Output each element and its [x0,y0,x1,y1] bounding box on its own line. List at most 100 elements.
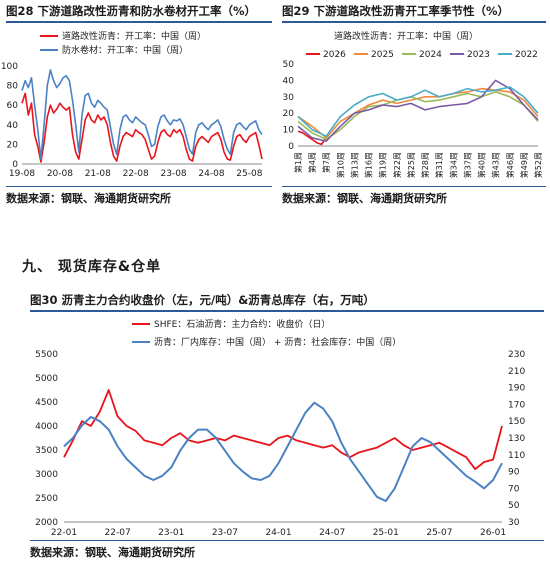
fig28-line-road-asphalt [21,92,263,163]
fig29-x-tick: 第34周 [448,152,458,178]
legend-label-shfe-price: SHFE：石油沥青：主力合约：收盘价（日） [154,318,330,330]
fig29-x-tick: 第46周 [505,152,515,178]
fig29-legend-label-2023: 2023 [467,50,490,60]
fig29-title-rule [282,21,546,23]
fig28-x-tick: 19-08 [9,169,35,179]
fig28-title-rule [6,21,272,23]
fig28-x-tick: 24-08 [198,169,224,179]
fig30-y-right-tick: 170 [508,400,525,410]
fig30-source: 数据来源：钢联、海通期货研究所 [30,546,195,559]
fig28-source: 数据来源：钢联、海通期货研究所 [6,192,171,205]
fig28-x-tick: 25-08 [236,169,262,179]
fig28-y-tick: 60 [7,101,19,111]
fig30-y-left-tick: 4000 [35,422,58,432]
fig29-x-tick: 第10周 [335,152,345,178]
fig29-line-2024 [297,91,539,141]
fig29-line-2026 [297,130,327,146]
fig30-y-left-tick: 3500 [35,446,58,456]
fig30-x-tick: 23-07 [212,528,238,538]
fig29-y-tick: 30 [283,93,295,103]
fig30-y-right-tick: 110 [508,451,525,461]
fig30-y-left-tick: 5500 [35,350,58,360]
legend-label-road-asphalt: 道路改性沥青：开工率：中国（周） [62,30,206,42]
fig30-y-right-tick: 190 [508,384,525,394]
fig28-x-tick: 22-08 [123,169,149,179]
fig28-chart: 0 20 40 60 80 100 19-08 20-08 21-08 22-08 23-08 24-… [1,30,263,179]
fig30-y-left-tick: 5000 [35,374,58,384]
fig28-y-tick: 20 [7,140,19,150]
fig29-x-tick: 第1周 [293,152,303,173]
fig28-line-waterproof [21,69,263,160]
fig30-x-tick: 22-07 [105,528,131,538]
fig29-x-tick: 第49周 [519,152,529,178]
fig30-y-right-tick: 30 [508,518,520,528]
fig29-x-tick: 第37周 [462,152,472,178]
fig30-y-right-tick: 130 [508,434,525,444]
fig30-x-tick: 24-01 [265,528,291,538]
fig29-legend-label-2025: 2025 [371,50,394,60]
fig30-y-left-tick: 2500 [35,494,58,504]
section-heading: 九、 现货库存&仓单 [22,259,162,275]
fig28-x-tick: 23-08 [161,169,187,179]
legend-label-total-inventory: 沥青：厂内库存：中国（周） + 沥青：社会库存：中国（周） [154,336,401,348]
fig29-x-tick: 第43周 [491,152,501,178]
fig29-y-tick: 10 [283,126,295,136]
fig30-x-tick: 24-07 [319,528,345,538]
fig30-y-right-tick: 50 [508,501,520,511]
fig29-line-2022 [297,86,539,137]
fig29-line-2025 [297,87,539,139]
fig28-y-tick: 0 [12,160,18,170]
fig30-y-right-tick: 70 [508,484,520,494]
fig30-y-left-tick: 2000 [35,518,58,528]
fig30-y-left-tick: 4500 [35,398,58,408]
fig29-chart: 0 10 20 30 40 50 第1周 第4周 第7周 第10周 第13周 第16周 第19周 第22周… [283,30,543,178]
fig29-x-tick: 第16周 [364,152,374,178]
fig29-x-tick: 第40周 [477,152,487,178]
fig29-title: 图29 下游道路改性沥青开工率季节性（%） [282,4,510,18]
fig29-x-tick: 第28周 [420,152,430,178]
fig30-x-tick: 23-01 [158,528,184,538]
fig30-chart: 2000 2500 3000 3500 4000 4500 5000 5500 30 50 70 90… [35,318,525,538]
fig30-x-tick: 25-07 [426,528,452,538]
fig29-y-tick: 0 [288,142,294,152]
fig30-bottom-rule [30,540,544,541]
fig30-x-tick: 22-01 [51,528,77,538]
fig29-x-tick: 第7周 [321,152,331,173]
fig30-y-right-tick: 90 [508,468,520,478]
fig29-legend-title: 道路改性沥青：开工率：中国（周） [334,30,478,42]
fig30-x-tick: 26-01 [480,528,506,538]
fig29-source: 数据来源：钢联、海通期货研究所 [282,192,447,205]
fig30-x-tick: 25-01 [373,528,399,538]
fig29-x-tick: 第52周 [533,152,543,178]
fig28-y-tick: 40 [7,121,19,131]
fig28-title: 图28 下游道路改性沥青和防水卷材开工率（%） [6,4,257,18]
fig30-y-right-tick: 210 [508,367,525,377]
fig29-legend-label-2024: 2024 [419,50,442,60]
fig29-x-tick: 第31周 [434,152,444,178]
fig28-y-tick: 80 [7,82,19,92]
fig29-y-tick: 50 [283,60,295,70]
fig28-bottom-rule [6,186,272,187]
fig28-x-tick: 21-08 [85,169,111,179]
fig28-y-tick: 100 [1,62,18,72]
fig30-line-shfe-price [63,389,503,471]
fig29-y-tick: 20 [283,109,295,119]
fig30-line-total-inventory [63,401,503,502]
fig29-x-tick: 第4周 [307,152,317,173]
fig29-legend-label-2026: 2026 [323,50,346,60]
fig30-y-right-tick: 230 [508,350,525,360]
fig29-line-2023 [297,79,539,142]
fig30-y-left-tick: 3000 [35,470,58,480]
fig29-bottom-rule [282,186,546,187]
fig29-x-tick: 第25周 [406,152,416,178]
fig28-x-tick: 20-08 [47,169,73,179]
fig30-title: 图30 沥青主力合约收盘价（左，元/吨）&沥青总库存（右，万吨） [30,293,375,307]
fig29-x-tick: 第22周 [392,152,402,178]
fig29-x-tick: 第13周 [349,152,359,178]
fig29-x-tick: 第19周 [378,152,388,178]
fig29-y-tick: 40 [283,76,295,86]
fig30-title-rule [30,310,544,312]
legend-label-waterproof: 防水卷材：开工率：中国（周） [62,44,188,56]
fig29-legend-label-2022: 2022 [515,50,538,60]
fig30-y-right-tick: 150 [508,417,525,427]
